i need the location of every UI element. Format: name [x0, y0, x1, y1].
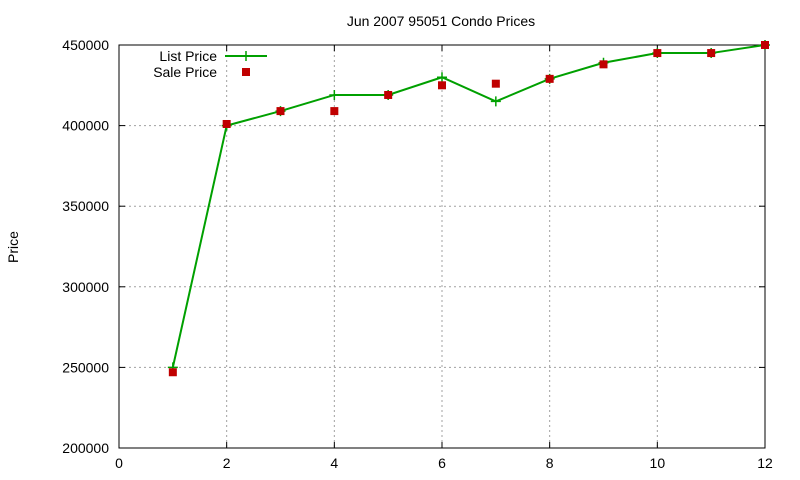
- sale-price-point: [707, 49, 716, 58]
- sale-price-point: [761, 41, 769, 49]
- y-tick-label: 450000: [62, 37, 109, 53]
- chart-title: Jun 2007 95051 Condo Prices: [347, 13, 535, 29]
- y-tick-label: 350000: [62, 198, 109, 214]
- list-price-point: [490, 96, 501, 107]
- grid: [119, 45, 765, 448]
- legend-marker-sale-price: [242, 68, 250, 76]
- sale-price-point: [653, 49, 662, 58]
- x-tick-label: 6: [438, 455, 446, 471]
- series-line-list-price: [171, 44, 766, 368]
- x-tick-label: 12: [757, 455, 773, 471]
- sale-price-point: [168, 368, 177, 377]
- sale-price-point: [276, 107, 285, 116]
- sale-price-point: [545, 74, 554, 83]
- sale-price-point: [222, 119, 231, 128]
- sale-price-point: [330, 107, 339, 116]
- sale-price-point: [599, 60, 608, 69]
- sale-price-point: [438, 81, 446, 90]
- plot-border: [118, 44, 766, 449]
- x-tick-label: 0: [115, 455, 123, 471]
- legend-label: List Price: [159, 48, 217, 64]
- axes: 0 2 4 6 8 10 12 200000 250000 300000 350000 400000 4…: [62, 37, 773, 471]
- x-tick-label: 10: [650, 455, 666, 471]
- y-tick-label: 250000: [62, 359, 109, 375]
- legend-label: Sale Price: [153, 64, 217, 80]
- x-tick-label: 2: [223, 455, 231, 471]
- legend-marker-list-price: [241, 51, 251, 61]
- x-tick-label: 4: [330, 455, 338, 471]
- sale-price-point: [384, 90, 393, 99]
- sale-price-point: [491, 79, 500, 88]
- y-tick-label: 400000: [62, 118, 109, 134]
- x-tick-label: 8: [546, 455, 554, 471]
- plot-area: [167, 40, 770, 377]
- y-axis-label: Price: [5, 231, 21, 263]
- y-tick-label: 200000: [62, 440, 109, 456]
- list-price-point: [329, 89, 340, 100]
- y-tick-label: 300000: [62, 279, 109, 295]
- list-price-point: [437, 72, 447, 83]
